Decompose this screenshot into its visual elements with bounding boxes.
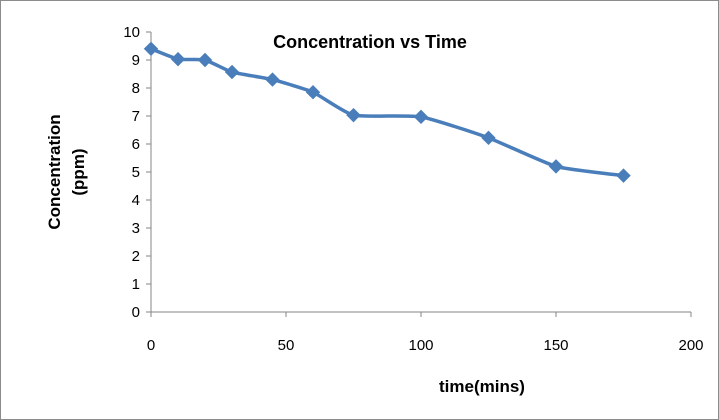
x-tick-label: 50 bbox=[278, 337, 295, 354]
y-tick-label: 10 bbox=[123, 24, 140, 41]
axes bbox=[146, 31, 692, 317]
y-tick-labels: 0 1 2 3 4 5 6 7 8 9 10 bbox=[123, 24, 140, 321]
x-tick-labels: 0 50 100 150 200 bbox=[147, 337, 704, 354]
x-tick-label: 100 bbox=[408, 337, 433, 354]
y-tick-label: 9 bbox=[132, 52, 140, 69]
data-point-marker bbox=[170, 51, 186, 67]
data-point-marker bbox=[224, 64, 240, 80]
chart-title: Concentration vs Time bbox=[273, 32, 467, 52]
data-point-marker bbox=[143, 41, 159, 57]
data-point-marker bbox=[305, 84, 321, 100]
y-tick-label: 5 bbox=[132, 164, 140, 181]
y-tick-label: 6 bbox=[132, 136, 140, 153]
y-tick-label: 1 bbox=[132, 276, 140, 293]
y-axis-label-line-1: Concentration bbox=[45, 114, 64, 229]
y-tick-label: 4 bbox=[132, 192, 140, 209]
data-point-marker bbox=[265, 72, 280, 87]
x-axis-label: time(mins) bbox=[439, 377, 525, 396]
data-point-marker bbox=[413, 109, 429, 125]
series-layer bbox=[143, 41, 631, 183]
data-point-marker bbox=[346, 107, 361, 123]
y-tick-label: 0 bbox=[132, 304, 140, 321]
x-tick-label: 150 bbox=[543, 337, 568, 354]
y-tick-label: 3 bbox=[132, 220, 140, 237]
y-tick-label: 8 bbox=[132, 80, 140, 97]
series-line bbox=[149, 47, 626, 178]
data-point-marker bbox=[197, 52, 213, 68]
x-tick-label: 200 bbox=[678, 337, 703, 354]
y-tick-label: 2 bbox=[132, 248, 140, 265]
data-point-marker bbox=[548, 159, 564, 174]
y-tick-label: 7 bbox=[132, 108, 140, 125]
data-point-marker bbox=[616, 168, 631, 183]
y-axis-label-line-2: (ppm) bbox=[69, 148, 88, 195]
data-point-marker bbox=[481, 130, 496, 146]
x-tick-label: 0 bbox=[147, 337, 155, 354]
